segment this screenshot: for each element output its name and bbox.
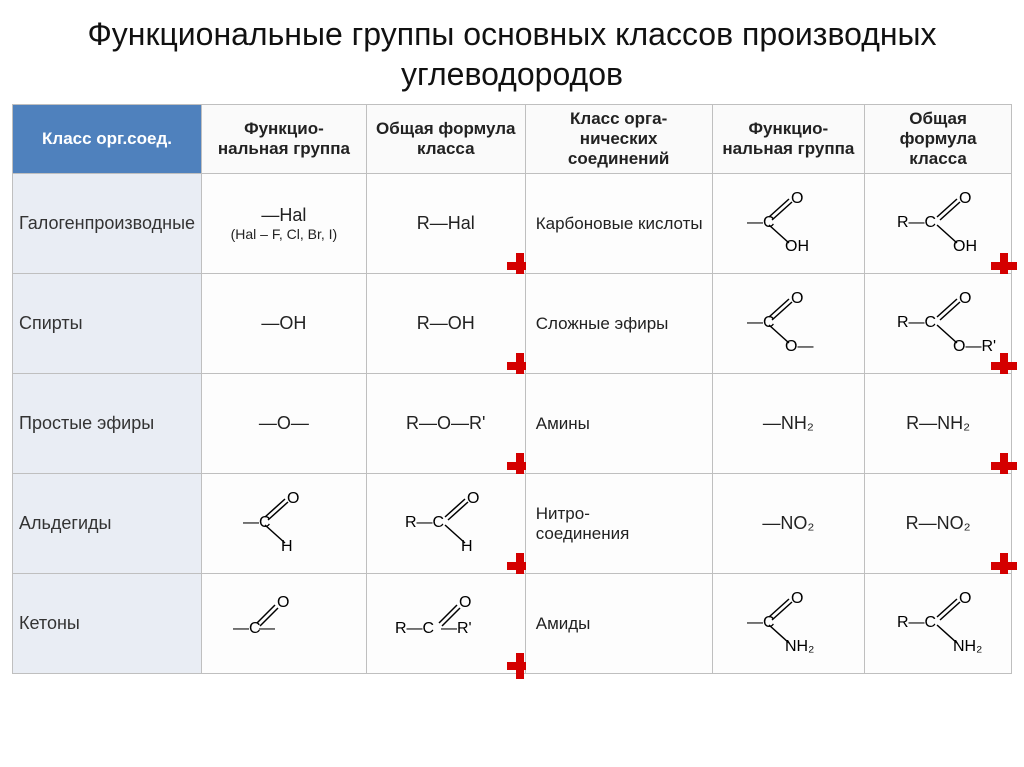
th-fg1: Функцио- нальная группа bbox=[202, 105, 367, 174]
table-header-row: Класс орг.соед. Функцио- нальная группа … bbox=[13, 105, 1012, 174]
svg-text:—: — bbox=[259, 620, 275, 637]
formula-left: R—OH bbox=[366, 274, 525, 374]
fg-right: —NH₂ bbox=[712, 374, 865, 474]
page-title: Функциональные группы основных классов п… bbox=[0, 0, 1024, 104]
class-right: Сложные эфиры bbox=[525, 274, 712, 374]
formula-right: R—NH₂ bbox=[865, 374, 1012, 474]
svg-text:R—C: R—C bbox=[395, 620, 434, 637]
svg-text:OH: OH bbox=[953, 238, 977, 255]
svg-text:O: O bbox=[959, 590, 971, 607]
fg-right: —C O NH₂ bbox=[712, 574, 865, 674]
table-row: Галогенпроизводные—Hal(Hal – F, Cl, Br, … bbox=[13, 174, 1012, 274]
th-formula1: Общая формула класса bbox=[366, 105, 525, 174]
class-left: Альдегиды bbox=[13, 474, 202, 574]
fg-left: —Hal(Hal – F, Cl, Br, I) bbox=[202, 174, 367, 274]
formula-right: R—C O O—R' bbox=[865, 274, 1012, 374]
formula-right: R—C O OH bbox=[865, 174, 1012, 274]
svg-text:O: O bbox=[791, 590, 803, 607]
table-row: Кетоны —C O — R—C O —R' Амиды —C O NH₂ R… bbox=[13, 574, 1012, 674]
svg-text:R—C: R—C bbox=[897, 214, 936, 231]
th-formula2: Общая формула класса bbox=[865, 105, 1012, 174]
svg-text:O: O bbox=[959, 190, 971, 207]
svg-text:NH₂: NH₂ bbox=[953, 638, 982, 655]
svg-text:O: O bbox=[959, 290, 971, 307]
class-left: Спирты bbox=[13, 274, 202, 374]
formula-left: R—C O H bbox=[366, 474, 525, 574]
svg-text:O: O bbox=[459, 594, 471, 611]
table-row: Простые эфиры—O—R—O—R'Амины—NH₂R—NH₂ bbox=[13, 374, 1012, 474]
svg-text:O: O bbox=[791, 290, 803, 307]
fg-left: —O— bbox=[202, 374, 367, 474]
svg-text:—C: —C bbox=[233, 620, 261, 637]
fg-left: —OH bbox=[202, 274, 367, 374]
formula-left: R—C O —R' bbox=[366, 574, 525, 674]
svg-text:H: H bbox=[461, 538, 473, 555]
formula-left: R—O—R' bbox=[366, 374, 525, 474]
fg-right: —NO₂ bbox=[712, 474, 865, 574]
class-left: Кетоны bbox=[13, 574, 202, 674]
class-right: Нитро-соединения bbox=[525, 474, 712, 574]
fg-right: —C O O— bbox=[712, 274, 865, 374]
table-row: Альдегиды —C O H R—C O H Нитро-соединени… bbox=[13, 474, 1012, 574]
th-class-left: Класс орг.соед. bbox=[13, 105, 202, 174]
svg-text:—R': —R' bbox=[441, 620, 472, 637]
fg-left: —C O H bbox=[202, 474, 367, 574]
class-left: Галогенпроизводные bbox=[13, 174, 202, 274]
svg-text:O: O bbox=[467, 490, 479, 507]
svg-text:O: O bbox=[791, 190, 803, 207]
functional-groups-table: Класс орг.соед. Функцио- нальная группа … bbox=[12, 104, 1012, 674]
table-row: Спирты—OHR—OHСложные эфиры —C O O— R—C O… bbox=[13, 274, 1012, 374]
formula-right: R—NO₂ bbox=[865, 474, 1012, 574]
svg-text:R—C: R—C bbox=[897, 314, 936, 331]
svg-text:O—R': O—R' bbox=[953, 338, 996, 355]
svg-text:H: H bbox=[281, 538, 293, 555]
svg-text:R—C: R—C bbox=[897, 614, 936, 631]
formula-left: R—Hal bbox=[366, 174, 525, 274]
class-right: Амиды bbox=[525, 574, 712, 674]
class-right: Карбоновые кислоты bbox=[525, 174, 712, 274]
svg-text:OH: OH bbox=[785, 238, 809, 255]
svg-text:O: O bbox=[287, 490, 299, 507]
th-class-right: Класс орга- нических соединений bbox=[525, 105, 712, 174]
class-left: Простые эфиры bbox=[13, 374, 202, 474]
fg-right: —C O OH bbox=[712, 174, 865, 274]
formula-right: R—C O NH₂ bbox=[865, 574, 1012, 674]
svg-text:O—: O— bbox=[785, 338, 813, 355]
svg-text:NH₂: NH₂ bbox=[785, 638, 814, 655]
class-right: Амины bbox=[525, 374, 712, 474]
svg-text:R—C: R—C bbox=[405, 514, 444, 531]
svg-text:O: O bbox=[277, 594, 289, 611]
fg-left: —C O — bbox=[202, 574, 367, 674]
th-fg2: Функцио- нальная группа bbox=[712, 105, 865, 174]
